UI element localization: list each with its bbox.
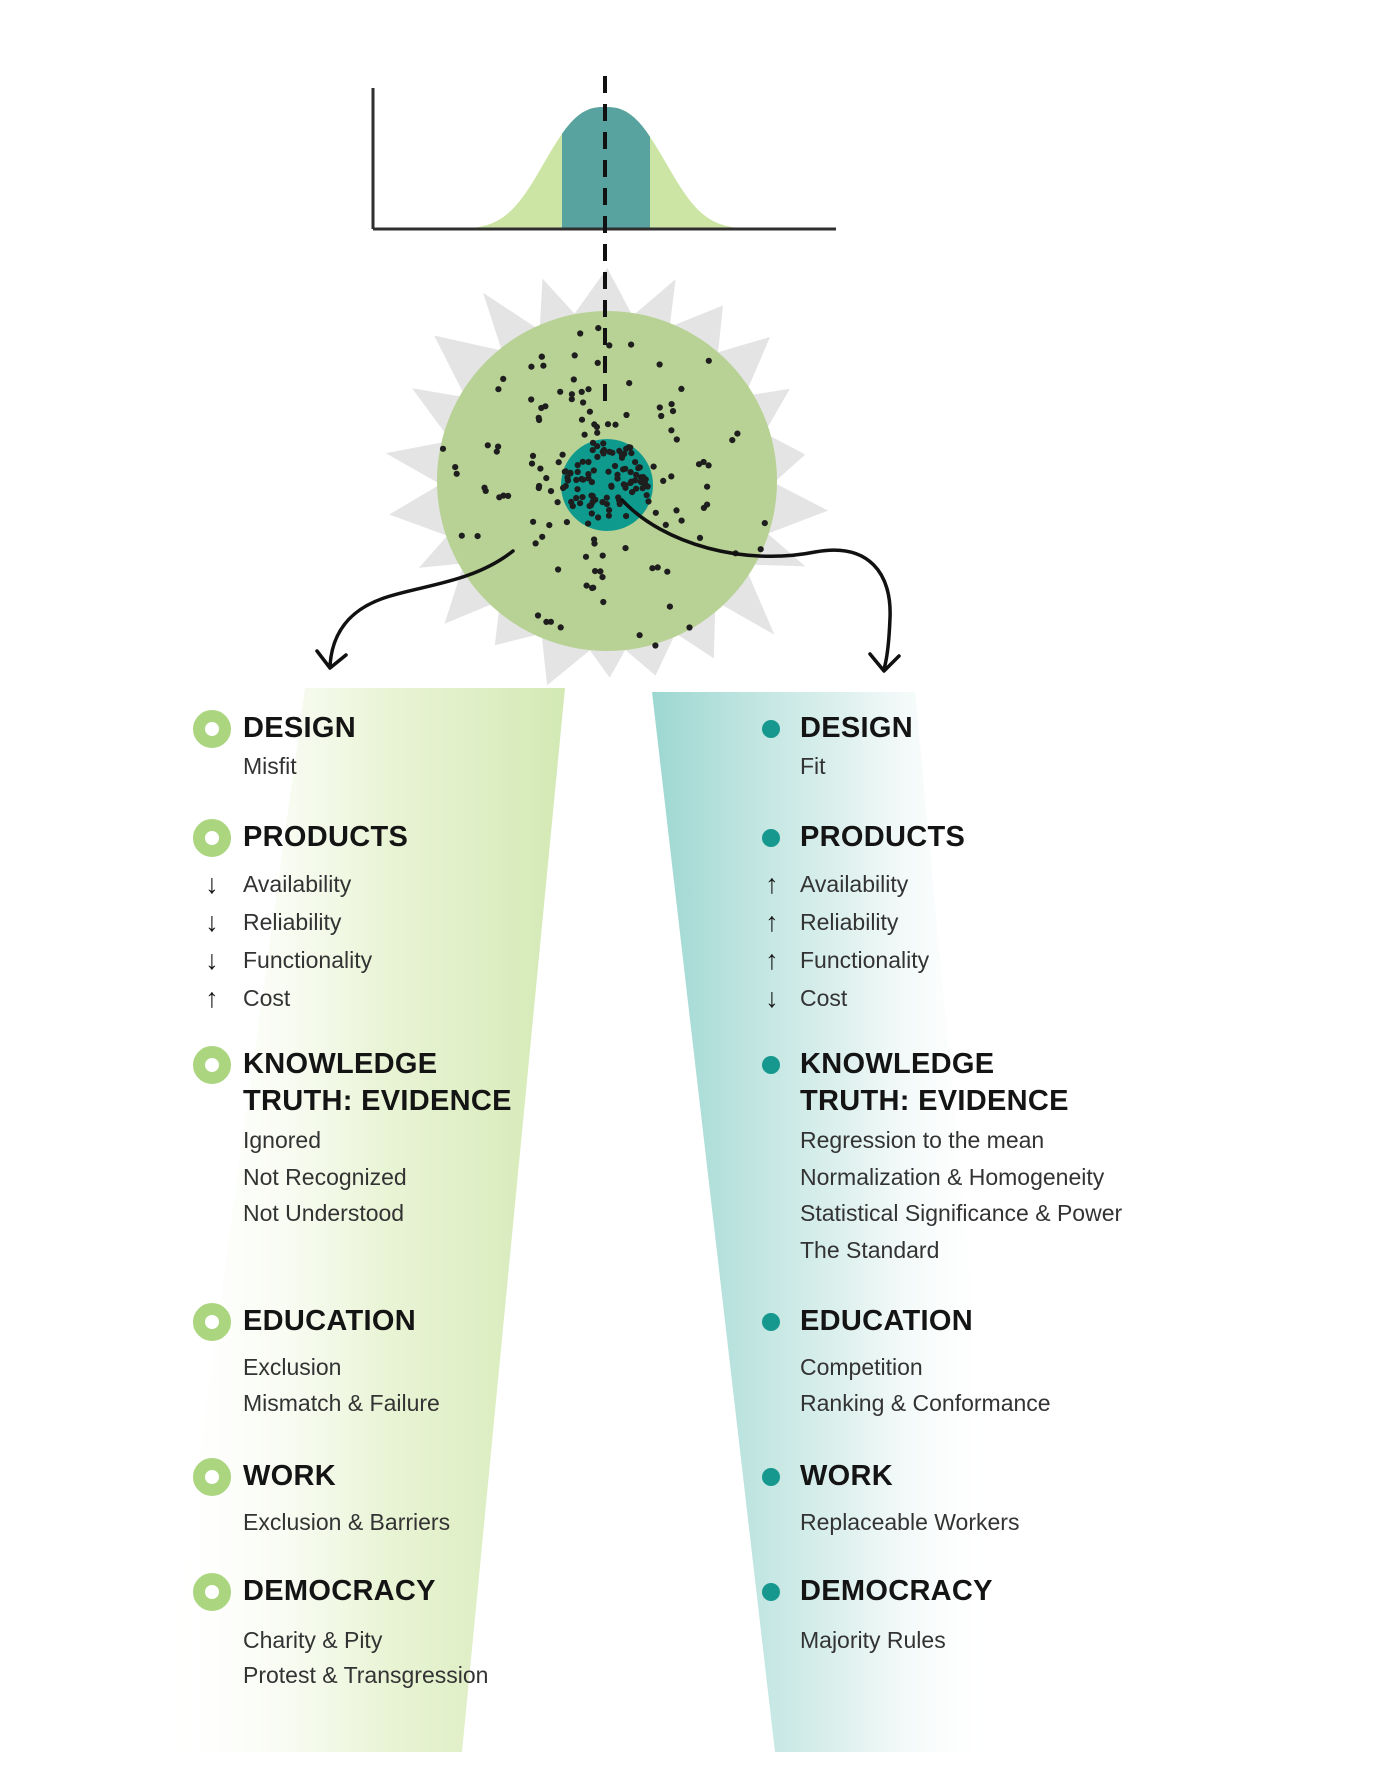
list-item: Not Understood: [243, 1200, 405, 1226]
down-arrow-icon: ↓: [765, 983, 779, 1013]
donut-bullet-icon: [193, 1046, 231, 1084]
section-title: WORK: [243, 1460, 337, 1492]
up-arrow-icon: ↑: [765, 907, 779, 937]
donut-bullet-icon: [193, 710, 231, 748]
section-header: EDUCATION: [800, 1303, 973, 1340]
section-title: WORK: [800, 1460, 894, 1492]
list-item: Ranking & Conformance: [800, 1390, 1051, 1416]
up-arrow-icon: ↑: [765, 945, 779, 975]
section-title: DEMOCRACY: [243, 1575, 436, 1607]
section-header: WORK: [243, 1458, 336, 1495]
section-title: DEMOCRACY: [800, 1575, 993, 1607]
down-arrow-icon: ↓: [205, 907, 219, 937]
dot-bullet-icon: [762, 1313, 780, 1331]
list-item: Protest & Transgression: [243, 1662, 489, 1688]
section-title: PRODUCTS: [243, 821, 409, 853]
donut-bullet-icon: [193, 819, 231, 857]
section-title: EDUCATION: [800, 1305, 973, 1337]
section-header: WORK: [800, 1458, 893, 1495]
list-item: Fit: [800, 753, 826, 779]
section-title-line2: TRUTH: EVIDENCE: [243, 1085, 512, 1117]
right-gradient-panel: [652, 692, 1015, 1752]
list-item: Replaceable Workers: [800, 1509, 1020, 1535]
up-arrow-icon: ↑: [765, 869, 779, 899]
section-header: PRODUCTS: [800, 819, 965, 856]
section-header: KNOWLEDGE TRUTH: EVIDENCE: [800, 1046, 1069, 1120]
scatter-dots: [439, 325, 768, 649]
list-item: Not Recognized: [243, 1164, 407, 1190]
list-item: Regression to the mean: [800, 1127, 1045, 1153]
list-item: Exclusion: [243, 1354, 342, 1380]
list-item: Majority Rules: [800, 1627, 946, 1653]
list-item: Ignored: [243, 1127, 322, 1153]
section-header: PRODUCTS: [243, 819, 408, 856]
dot-bullet-icon: [762, 1583, 780, 1601]
list-item: Charity & Pity: [243, 1627, 383, 1653]
down-arrow-icon: ↓: [205, 869, 219, 899]
list-item: Functionality: [243, 947, 373, 973]
section-title: KNOWLEDGE: [800, 1048, 995, 1080]
list-item: Competition: [800, 1354, 923, 1380]
donut-bullet-icon: [193, 1458, 231, 1496]
dot-bullet-icon: [762, 1468, 780, 1486]
list-item: Reliability: [243, 909, 342, 935]
dot-bullet-icon: [762, 829, 780, 847]
right-branch-arrow: [620, 498, 901, 673]
section-title: KNOWLEDGE: [243, 1048, 438, 1080]
list-item: The Standard: [800, 1237, 940, 1263]
list-item: Cost: [800, 985, 848, 1011]
section-title: EDUCATION: [243, 1305, 416, 1337]
list-item: Mismatch & Failure: [243, 1390, 440, 1416]
up-arrow-icon: ↑: [205, 983, 219, 1013]
section-header: DEMOCRACY: [800, 1573, 993, 1610]
section-title-line2: TRUTH: EVIDENCE: [800, 1085, 1069, 1117]
section-title: DESIGN: [243, 712, 356, 744]
list-item: Reliability: [800, 909, 899, 935]
left-branch-arrow: [315, 549, 515, 670]
list-item: Functionality: [800, 947, 930, 973]
list-item: Cost: [243, 985, 291, 1011]
down-arrow-icon: ↓: [205, 945, 219, 975]
list-item: Exclusion & Barriers: [243, 1509, 451, 1535]
donut-bullet-icon: [193, 1573, 231, 1611]
left-gradient-panel: [158, 688, 565, 1752]
list-item: Misfit: [243, 753, 297, 779]
list-item: Normalization & Homogeneity: [800, 1164, 1105, 1190]
section-title: PRODUCTS: [800, 821, 966, 853]
list-item: Availability: [243, 871, 352, 897]
section-title: DESIGN: [800, 712, 913, 744]
section-header: KNOWLEDGE TRUTH: EVIDENCE: [243, 1046, 512, 1120]
section-header: DESIGN: [243, 710, 356, 747]
section-header: EDUCATION: [243, 1303, 416, 1340]
section-header: DESIGN: [800, 710, 913, 747]
list-item: Availability: [800, 871, 909, 897]
donut-bullet-icon: [193, 1303, 231, 1341]
section-header: DEMOCRACY: [243, 1573, 436, 1610]
list-item: Statistical Significance & Power: [800, 1200, 1123, 1226]
dot-bullet-icon: [762, 720, 780, 738]
dot-bullet-icon: [762, 1056, 780, 1074]
